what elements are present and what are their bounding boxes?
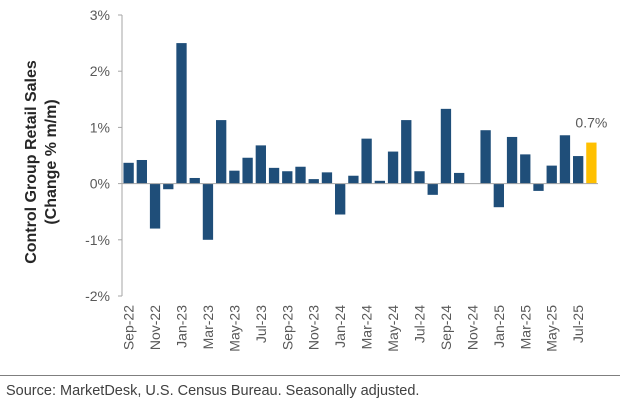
bar-Sep-22 (123, 162, 134, 184)
bar-Oct-24 (454, 172, 465, 184)
bar-Aug-23 (268, 167, 280, 184)
x-tick-label: May-23 (226, 305, 242, 352)
y-tick-label: 1% (90, 119, 110, 135)
y-tick-label: 2% (90, 63, 110, 79)
bar-Oct-22 (136, 159, 147, 184)
bar-Aug-25 (586, 142, 597, 184)
bar-Jul-23 (255, 145, 266, 184)
bar-Sep-23 (282, 171, 293, 184)
x-tick-label: Jan-25 (491, 305, 507, 348)
x-tick-label: Jul-25 (570, 305, 586, 343)
x-tick-label: Nov-24 (464, 305, 480, 350)
bar-Apr-25 (533, 183, 544, 191)
y-tick-label: 0% (90, 176, 110, 192)
bar-Jul-24 (414, 171, 425, 184)
bar-Apr-24 (374, 180, 385, 184)
retail-sales-bar-chart: Control Group Retail Sales (Change % m/m… (23, 7, 607, 352)
y-tick-label: 3% (90, 7, 110, 23)
x-tick-label: Jan-23 (174, 305, 190, 348)
x-tick-label: May-24 (385, 305, 401, 352)
bar-Aug-24 (427, 183, 438, 195)
bar-Sep-24 (440, 108, 452, 184)
bar-Jul-25 (573, 156, 584, 184)
bar-Apr-23 (216, 120, 227, 184)
x-tick-label: Jan-24 (332, 305, 348, 348)
bar-May-24 (387, 151, 399, 184)
x-tick-label: Nov-22 (147, 305, 163, 350)
x-tick-label: Nov-23 (306, 305, 322, 350)
bar-Nov-23 (308, 179, 319, 184)
x-tick-label: Sep-23 (279, 305, 295, 350)
highlight-data-label: 0.7% (575, 115, 607, 131)
bar-Feb-24 (348, 175, 359, 184)
bar-Jun-23 (242, 157, 253, 184)
bar-Mar-24 (361, 138, 372, 184)
source-note: Source: MarketDesk, U.S. Census Bureau. … (6, 383, 420, 399)
bar-Jan-25 (493, 183, 504, 208)
bar-Feb-23 (189, 177, 200, 184)
bar-Feb-25 (506, 136, 518, 184)
bar-Dec-24 (480, 130, 491, 184)
bar-series (123, 43, 597, 240)
bar-Dec-23 (321, 172, 333, 184)
y-axis-label-line1: Control Group Retail Sales (23, 60, 40, 264)
x-tick-label: Sep-24 (438, 305, 454, 350)
bar-Jun-24 (401, 120, 412, 184)
bar-Nov-22 (149, 183, 161, 229)
bar-Mar-25 (520, 154, 531, 184)
bar-Oct-23 (295, 166, 306, 184)
bar-Jan-23 (176, 43, 187, 184)
y-axis-title: Control Group Retail Sales (Change % m/m… (23, 60, 60, 264)
y-axis-label-line2: (Change % m/m) (43, 99, 60, 224)
x-tick-label: Sep-22 (121, 305, 137, 350)
x-tick-label: May-25 (544, 305, 560, 352)
x-tick-label: Mar-24 (359, 305, 375, 350)
x-axis-ticks: Sep-22 Nov-22 Jan-23 Mar-23 May-23 Jul-23 Sep-… (121, 305, 587, 352)
bar-May-23 (229, 170, 240, 184)
y-axis-ticks: 3% 2% 1% 0% -1% -2% (85, 7, 122, 304)
x-tick-label: Mar-23 (200, 305, 216, 350)
bar-Dec-22 (163, 183, 174, 190)
bar-Jun-25 (559, 135, 571, 184)
data-labels: 0.7% (575, 115, 607, 131)
footer-divider (0, 375, 620, 376)
x-tick-label: Jul-24 (412, 305, 428, 343)
x-tick-label: Mar-25 (517, 305, 533, 350)
axes (121, 15, 598, 296)
y-tick-label: -1% (85, 232, 110, 248)
bar-Mar-23 (202, 183, 214, 240)
bar-Jan-24 (335, 183, 346, 215)
bar-May-25 (546, 165, 557, 184)
y-tick-label: -2% (85, 288, 110, 304)
x-tick-label: Jul-23 (253, 305, 269, 343)
